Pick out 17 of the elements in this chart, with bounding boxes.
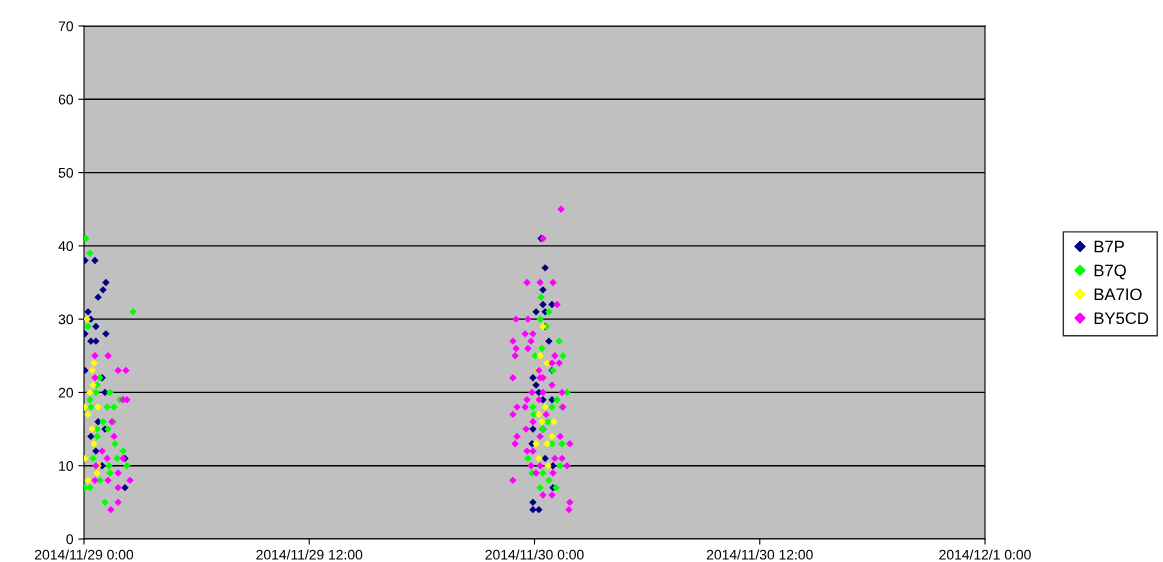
legend-label: BA7IO	[1094, 288, 1142, 301]
x-tick-label: 2014/12/1 0:00	[939, 549, 1031, 560]
y-tick-label: 10	[59, 461, 74, 471]
y-tick-label: 50	[58, 167, 74, 178]
y-tick-label: 0	[66, 534, 74, 545]
legend-label: B7Q	[1094, 264, 1126, 280]
y-tick-label: 40	[58, 241, 74, 252]
legend-label: BY5CD	[1094, 312, 1149, 325]
y-tick-label: 30	[58, 314, 74, 325]
x-tick-label: 2014/11/29 12:00	[256, 549, 363, 560]
x-tick-label: 2014/11/30 0:00	[485, 549, 584, 560]
x-tick-label: 2014/11/30 12:00	[706, 549, 813, 560]
y-tick-label: 20	[58, 387, 74, 398]
y-tick-label: 70	[58, 21, 74, 32]
x-tick-label: 2014/11/29 0:00	[35, 549, 134, 560]
y-tick-label: 60	[58, 94, 74, 105]
legend-label: B7P	[1094, 240, 1124, 253]
